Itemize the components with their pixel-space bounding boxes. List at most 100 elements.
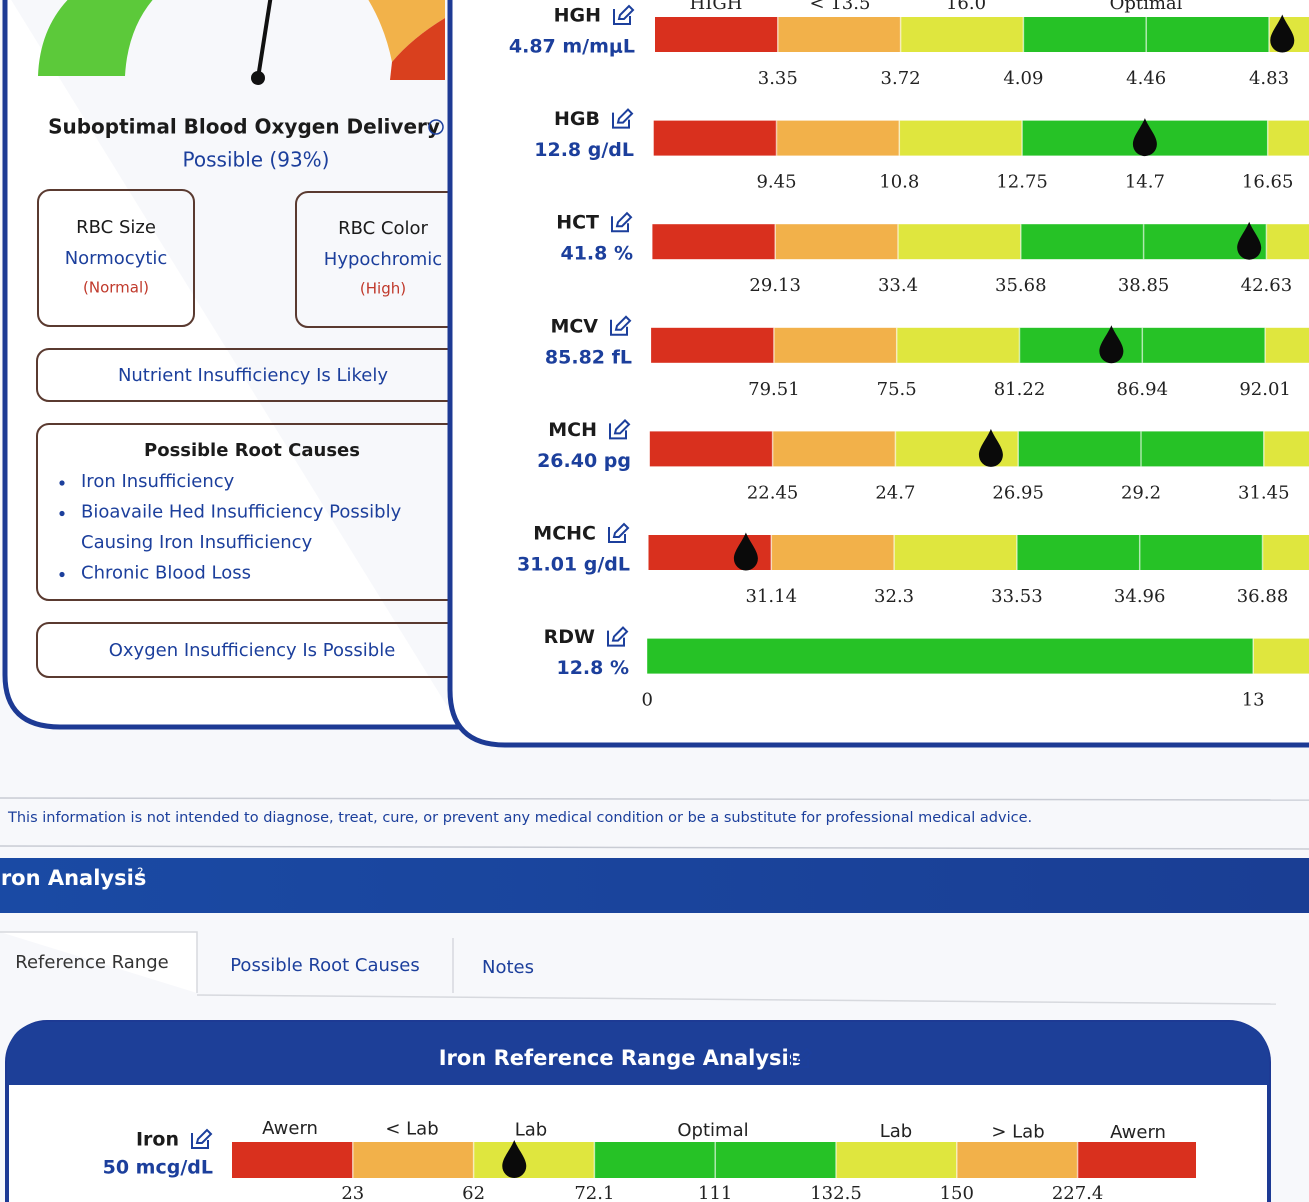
range-segment: [649, 431, 773, 467]
tick-label: 10.8: [879, 172, 919, 193]
card-title: RBC Size: [76, 217, 156, 238]
range-header: HIGH: [690, 0, 743, 14]
range-segment: [715, 1142, 836, 1178]
tick-label: 33.4: [878, 275, 918, 296]
marker-value: 26.40 pg: [537, 450, 631, 472]
tick-label: 75.5: [877, 379, 917, 400]
marker: [1099, 325, 1124, 364]
marker-name: RDW: [544, 626, 595, 648]
range-segment: [836, 1142, 957, 1178]
cause-item: Chronic Blood Loss: [81, 563, 251, 584]
edit-icon[interactable]: [612, 108, 634, 129]
edit-icon[interactable]: [191, 1128, 213, 1149]
divider: [0, 797, 1309, 801]
range-segment: [777, 17, 901, 52]
tick-label: 4.46: [1126, 68, 1166, 89]
range-segment: [232, 1142, 353, 1178]
tick-label: 4.09: [1003, 68, 1043, 89]
card-box: [37, 189, 195, 327]
marker-name: Iron: [136, 1129, 179, 1151]
tick-label: 111: [698, 1183, 732, 1202]
tab-baseline: [196, 994, 1277, 1005]
range-segment: [1144, 120, 1268, 156]
help-icon[interactable]: ?: [137, 866, 143, 880]
range-segment: [894, 535, 1017, 570]
card-title: RBC Color: [338, 218, 428, 239]
marker-value: 12.8 g/dL: [534, 139, 634, 161]
range-segment: [775, 224, 898, 260]
range-segment: [1142, 327, 1266, 363]
tick-label: 4.83: [1249, 68, 1289, 89]
gauge-red: [390, 18, 445, 80]
marker: [1237, 221, 1262, 260]
tick-label: 26.95: [992, 482, 1044, 503]
zone-label: Awern: [1110, 1122, 1166, 1143]
marker: [733, 532, 758, 571]
marker-value: 50 mcg/dL: [103, 1157, 213, 1179]
cause-item: Bioavaile Hed Insufficiency Possibly: [81, 502, 402, 523]
range-segment: [1262, 535, 1309, 570]
tick-label: 38.85: [1118, 275, 1170, 296]
edit-icon[interactable]: [607, 626, 629, 647]
tab[interactable]: Notes: [482, 957, 534, 978]
gauge-orange: [368, 0, 445, 62]
edit-icon[interactable]: [791, 1047, 813, 1068]
tick-label: 12.75: [996, 172, 1048, 193]
edit-icon[interactable]: [609, 418, 631, 440]
range-segment: [655, 17, 778, 52]
range-segment: [1141, 431, 1264, 467]
disclaimer: This information is not intended to diag…: [7, 810, 1032, 826]
tick-label: 72.1: [574, 1183, 614, 1202]
gauge-pivot: [251, 71, 265, 85]
tab[interactable]: Possible Root Causes: [230, 955, 420, 976]
tick-label: 132.5: [810, 1183, 862, 1202]
range-segment: [1019, 327, 1143, 363]
card-note: (Normal): [83, 279, 149, 297]
range-header: Optimal: [1110, 0, 1183, 14]
marker-value: 31.01 g/dL: [517, 554, 630, 576]
marker: [1132, 118, 1157, 157]
marker-name: MCH: [548, 419, 597, 441]
cause-item: Causing Iron Insufficiency: [81, 532, 313, 553]
edit-icon[interactable]: [613, 4, 635, 25]
tick-label: 3.35: [758, 68, 798, 89]
range-segment: [898, 224, 1021, 260]
range-segment: [352, 1142, 474, 1178]
range-segment: [1266, 224, 1309, 260]
tick-label: 32.3: [874, 586, 914, 607]
marker-value: 41.8 %: [560, 243, 633, 265]
marker-name: HGH: [554, 5, 601, 27]
range-segment: [1253, 638, 1309, 674]
range-segment: [1267, 120, 1309, 156]
oxygen-status: Possible (93%): [183, 148, 330, 172]
range-segment: [473, 1142, 595, 1178]
range-segment: [1020, 224, 1144, 260]
tab[interactable]: Reference Range: [15, 952, 168, 973]
range-segment: [652, 224, 776, 260]
help-icon[interactable]: [428, 119, 444, 135]
edit-icon[interactable]: [610, 315, 632, 336]
zone-label: > Lab: [991, 1122, 1044, 1143]
cause-item: Iron Insufficiency: [81, 471, 235, 492]
range-segment: [653, 120, 777, 156]
iron-panel-header: [7, 1022, 1269, 1085]
bullet: [59, 571, 65, 578]
notice: Oxygen Insufficiency Is Possible: [109, 640, 396, 661]
oxygen-title: Suboptimal Blood Oxygen Delivery: [48, 115, 440, 139]
zone-label: Awern: [262, 1118, 318, 1139]
marker-value: 4.87 m/mμL: [509, 36, 635, 58]
marker: [978, 428, 1003, 467]
active-tab[interactable]: [0, 931, 198, 993]
range-header: 16.0: [946, 0, 986, 14]
tick-label: 31.14: [746, 586, 798, 607]
tick-label: 22.45: [747, 482, 799, 503]
range-segment: [1077, 1142, 1196, 1178]
zone-label: Lab: [880, 1121, 912, 1142]
edit-icon[interactable]: [608, 522, 630, 543]
tick-label: 150: [940, 1183, 974, 1202]
marker: [502, 1140, 527, 1178]
edit-icon[interactable]: [611, 211, 633, 233]
bullet: [59, 480, 65, 486]
tick-label: 14.7: [1125, 172, 1165, 193]
